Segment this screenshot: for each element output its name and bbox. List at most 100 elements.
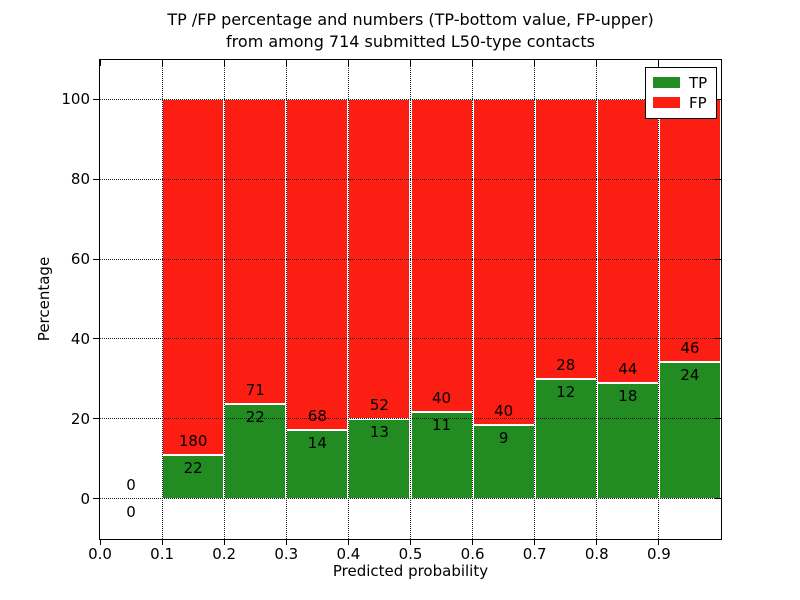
fp-count-label: 40	[432, 389, 452, 408]
x-tick-label: 0.5	[398, 544, 423, 563]
x-tickmark-top	[347, 59, 349, 66]
bar-fp-segment	[472, 99, 535, 426]
y-tickmark-right	[715, 178, 721, 180]
vertical-gridline	[658, 59, 660, 539]
legend-label-tp: TP	[689, 73, 708, 92]
x-tick-label: 0.8	[584, 544, 609, 563]
bar-tp-segment	[410, 412, 473, 499]
bar-tp-segment	[162, 455, 225, 499]
vertical-gridline	[161, 59, 163, 539]
x-tickmark-top	[161, 59, 163, 66]
x-tickmark-bottom	[161, 538, 163, 545]
tp-count-label: 22	[245, 408, 265, 427]
bar-tp-segment	[348, 418, 411, 499]
y-tickmark-left	[93, 258, 99, 260]
legend-item-fp: FP	[653, 93, 707, 113]
x-tickmark-top	[223, 59, 225, 66]
x-axis-label: Predicted probability	[332, 562, 489, 580]
tp-count-label: 13	[369, 422, 389, 441]
y-tick-label: 100	[61, 90, 90, 109]
bar-fp-segment	[596, 99, 659, 383]
x-tickmark-bottom	[596, 538, 598, 545]
y-tickmark-right	[715, 258, 721, 260]
x-tick-label: 0.2	[212, 544, 237, 563]
fp-count-label: 40	[494, 402, 514, 421]
bar-fp-segment	[534, 99, 597, 379]
bar-fp-segment	[410, 99, 473, 413]
y-tickmark-right	[715, 418, 721, 420]
chart-title-line-1: TP /FP percentage and numbers (TP-bottom…	[167, 10, 654, 29]
fp-count-label: 46	[680, 338, 700, 357]
fp-count-label: 68	[307, 407, 327, 426]
x-tickmark-bottom	[99, 538, 101, 545]
legend-item-tp: TP	[653, 73, 707, 93]
x-tick-label: 0.7	[522, 544, 547, 563]
x-tickmark-bottom	[285, 538, 287, 545]
x-tickmark-top	[658, 59, 660, 66]
x-tickmark-bottom	[223, 538, 225, 545]
y-tickmark-right	[715, 338, 721, 340]
y-tick-label: 60	[70, 250, 90, 269]
bar-tp-segment	[224, 404, 287, 499]
fp-count-label: 44	[618, 359, 638, 378]
tp-count-label: 12	[556, 382, 576, 401]
bar-tp-segment	[472, 425, 535, 499]
y-tickmark-left	[93, 498, 99, 500]
vertical-gridline	[285, 59, 287, 539]
chart-title: TP /FP percentage and numbers (TP-bottom…	[100, 9, 721, 53]
x-tick-label: 0.3	[274, 544, 299, 563]
tp-count-label: 14	[307, 434, 327, 453]
x-tickmark-bottom	[410, 538, 411, 545]
x-tickmark-bottom	[534, 538, 536, 545]
tp-count-label: 24	[680, 365, 700, 384]
plot-area: TP FP 0 0 180 22 71 22 68 14 52 13 40 11 40 9 28 12 44 18…	[61, 58, 722, 563]
y-tick-label: 80	[70, 170, 90, 189]
bar-fp-segment	[658, 99, 721, 362]
x-tickmark-top	[596, 59, 598, 66]
bar-tp-segment	[534, 378, 597, 499]
bar-tp-segment	[658, 361, 721, 499]
tp-count-label: 18	[618, 386, 638, 405]
legend: TP FP	[645, 66, 718, 119]
x-tick-label: 0.1	[150, 544, 175, 563]
bar-fp-segment	[286, 99, 349, 431]
fp-count-label: 0	[126, 475, 136, 494]
x-tickmark-top	[472, 59, 474, 66]
x-tickmark-top	[410, 59, 411, 66]
bar-fp-segment	[224, 99, 287, 405]
bar-fp-segment	[162, 99, 225, 456]
tp-count-label: 22	[183, 459, 203, 478]
tp-color-swatch	[653, 77, 680, 88]
tp-count-label: 11	[432, 416, 452, 435]
tp-count-label: 9	[498, 429, 509, 448]
fp-count-label: 52	[369, 395, 389, 414]
vertical-gridline	[472, 59, 474, 539]
x-tickmark-bottom	[347, 538, 349, 545]
vertical-gridline	[596, 59, 598, 539]
x-tickmark-top	[99, 59, 101, 66]
vertical-gridline	[410, 59, 411, 539]
x-tick-label: 0.0	[88, 544, 112, 563]
fp-count-label: 28	[556, 355, 576, 374]
x-tickmark-top	[534, 59, 536, 66]
y-tickmark-left	[93, 98, 99, 100]
x-tick-label: 0.9	[646, 544, 671, 563]
y-tick-label: 0	[80, 489, 90, 508]
bar-tp-segment	[596, 382, 659, 499]
y-tickmark-right	[715, 498, 721, 500]
y-tickmark-left	[93, 418, 99, 420]
y-tickmark-right	[715, 98, 721, 100]
chart-title-line-2: from among 714 submitted L50-type contac…	[226, 32, 595, 51]
legend-label-fp: FP	[689, 93, 707, 112]
tp-count-label: 0	[126, 502, 136, 521]
x-tick-label: 0.6	[460, 544, 485, 563]
x-tickmark-bottom	[658, 538, 660, 545]
vertical-gridline	[347, 59, 349, 539]
fp-count-label: 71	[245, 381, 265, 400]
y-tick-label: 20	[70, 409, 90, 428]
x-tick-label: 0.4	[336, 544, 361, 563]
y-tickmark-left	[93, 338, 99, 340]
fp-count-label: 180	[178, 432, 208, 451]
vertical-gridline	[223, 59, 225, 539]
